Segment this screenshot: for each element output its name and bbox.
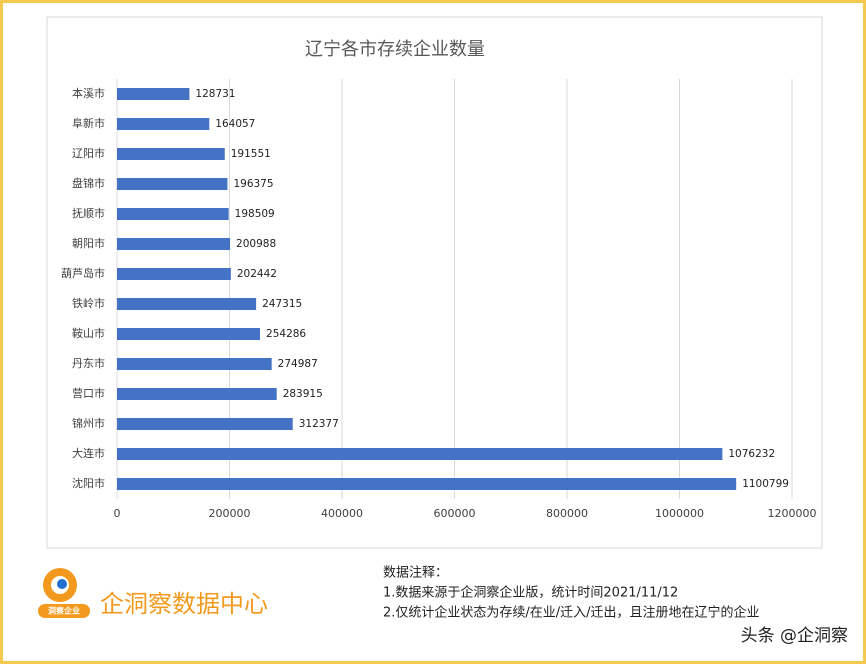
data-label: 247315 [262, 298, 302, 310]
y-tick-label: 沈阳市 [72, 476, 105, 490]
data-label: 198509 [235, 208, 275, 220]
bar [117, 208, 229, 220]
bar [117, 418, 293, 430]
bar [117, 268, 231, 280]
x-tick-label: 1200000 [768, 507, 817, 520]
y-tick-label: 大连市 [72, 446, 105, 460]
data-label: 283915 [283, 388, 323, 400]
y-tick-label: 朝阳市 [72, 236, 105, 250]
x-tick-label: 0 [114, 507, 121, 520]
logo-badge: 洞察企业 [48, 606, 80, 616]
bar [117, 178, 228, 190]
x-tick-label: 600000 [434, 507, 476, 520]
credit: 头条 @企洞察 [741, 626, 848, 646]
bar [117, 328, 261, 340]
y-tick-label: 盘锦市 [72, 176, 105, 190]
note: 2.仅统计企业状态为存续/在业/迁入/迁出，且注册地在辽宁的企业 [383, 605, 760, 621]
data-label: 274987 [278, 358, 318, 370]
bar [117, 478, 737, 490]
notes-title: 数据注释： [383, 566, 448, 581]
y-tick-label: 丹东市 [72, 356, 105, 370]
data-label: 312377 [299, 418, 339, 430]
y-tick-label: 鞍山市 [72, 326, 105, 340]
note: 1.数据来源于企洞察企业版，统计时间2021/11/12 [383, 585, 678, 601]
data-label: 200988 [236, 238, 276, 250]
x-tick-label: 200000 [209, 507, 251, 520]
data-label: 1100799 [742, 478, 789, 490]
brand: 企洞察数据中心 [100, 590, 268, 618]
logo: 洞察企业 [38, 568, 90, 618]
data-label: 202442 [237, 268, 277, 280]
x-tick-label: 400000 [321, 507, 363, 520]
bar [117, 298, 257, 310]
y-tick-label: 锦州市 [72, 416, 105, 430]
bar [117, 238, 231, 250]
data-label: 254286 [266, 328, 306, 340]
x-tick-label: 800000 [546, 507, 588, 520]
bar [117, 388, 277, 400]
bar [117, 148, 225, 160]
bar [117, 88, 190, 100]
bar [117, 118, 210, 130]
chart-title: 辽宁各市存续企业数量 [305, 39, 485, 60]
x-tick-label: 1000000 [655, 507, 704, 520]
bar [117, 448, 723, 460]
data-label: 196375 [233, 178, 273, 190]
y-tick-label: 本溪市 [72, 86, 105, 100]
data-label: 128731 [195, 88, 235, 100]
data-label: 191551 [231, 148, 271, 160]
data-label: 164057 [215, 118, 255, 130]
y-tick-label: 铁岭市 [72, 296, 105, 310]
y-tick-label: 抚顺市 [72, 206, 105, 220]
y-tick-label: 营口市 [72, 386, 105, 400]
y-tick-label: 辽阳市 [72, 146, 105, 160]
bar [117, 358, 272, 370]
data-label: 1076232 [728, 448, 775, 460]
y-tick-label: 阜新市 [72, 116, 105, 130]
y-tick-label: 葫芦岛市 [61, 266, 105, 280]
